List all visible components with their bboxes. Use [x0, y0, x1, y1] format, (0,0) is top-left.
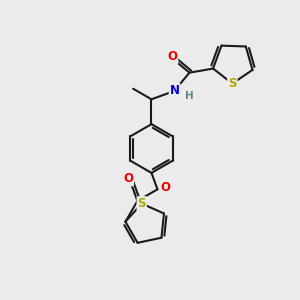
- Text: N: N: [169, 84, 180, 97]
- Text: S: S: [137, 197, 146, 210]
- Text: O: O: [167, 50, 177, 63]
- Text: S: S: [228, 77, 237, 90]
- Text: O: O: [160, 182, 170, 194]
- Text: O: O: [123, 172, 133, 185]
- Text: H: H: [184, 92, 193, 101]
